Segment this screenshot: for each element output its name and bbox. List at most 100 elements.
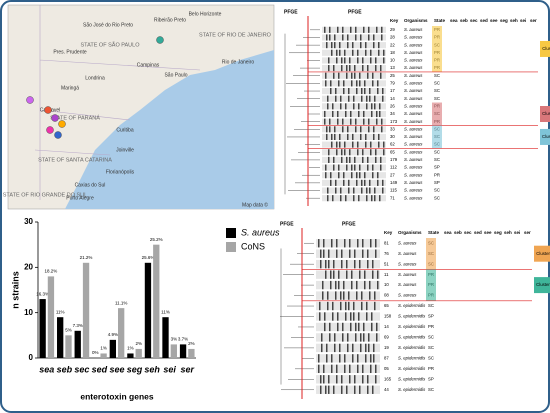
gel-band bbox=[336, 57, 338, 64]
gel-band bbox=[351, 80, 353, 87]
gel-band bbox=[345, 301, 347, 311]
gel-band bbox=[364, 280, 366, 290]
gel-lane bbox=[316, 259, 380, 269]
x-tick-label: sea bbox=[39, 364, 54, 374]
table-header: seb bbox=[460, 18, 468, 23]
table-cell: S. epidermidis bbox=[398, 376, 426, 381]
gel-band bbox=[383, 141, 385, 148]
gel-band bbox=[372, 72, 374, 79]
gel-band bbox=[334, 42, 336, 49]
cluster-box bbox=[426, 269, 436, 301]
table-header: seg bbox=[494, 230, 502, 235]
gel-band bbox=[331, 364, 333, 374]
gel-band bbox=[344, 141, 346, 148]
gel-band bbox=[368, 34, 370, 41]
gel-lane bbox=[316, 239, 380, 248]
gel-band bbox=[376, 110, 378, 118]
gel-band bbox=[323, 375, 325, 384]
gel-band bbox=[343, 291, 345, 300]
gel-band bbox=[334, 333, 336, 342]
gel-lane bbox=[316, 249, 380, 258]
bar bbox=[65, 335, 72, 358]
gel-band bbox=[369, 95, 371, 102]
gel-band bbox=[337, 110, 339, 118]
table-cell: 14 bbox=[384, 324, 389, 329]
table-cell: 22 bbox=[390, 42, 395, 47]
dendro-title: PFGE bbox=[280, 221, 294, 227]
gel-band bbox=[340, 291, 342, 300]
map-label: São Paulo bbox=[164, 72, 187, 78]
table-cell: SC bbox=[434, 195, 440, 200]
gel-band bbox=[336, 375, 338, 384]
table-cell: PR bbox=[428, 366, 434, 371]
gel-band bbox=[347, 343, 349, 353]
value-label: 11% bbox=[161, 309, 170, 314]
gel-band bbox=[321, 343, 323, 353]
gel-band bbox=[331, 49, 333, 56]
gel-band bbox=[326, 354, 328, 363]
gel-band bbox=[366, 187, 368, 194]
gel-band bbox=[325, 259, 327, 269]
gel-band bbox=[346, 385, 348, 394]
gel-band bbox=[360, 133, 362, 141]
gel-band bbox=[350, 26, 352, 33]
gel-band bbox=[339, 343, 341, 353]
gel-band bbox=[339, 354, 341, 363]
table-cell: S. aureus bbox=[404, 96, 423, 101]
gel-band bbox=[379, 195, 381, 202]
gel-band bbox=[336, 49, 338, 56]
gel-band bbox=[329, 333, 331, 342]
table-header: seb bbox=[454, 230, 462, 235]
map-label: Joinville bbox=[116, 147, 134, 153]
gel-band bbox=[361, 187, 363, 194]
gel-band bbox=[348, 179, 350, 186]
table-cell: S. aureus bbox=[398, 272, 417, 277]
gel-band bbox=[348, 95, 350, 102]
gel-band bbox=[324, 312, 326, 321]
table-cell: S. aureus bbox=[404, 180, 423, 185]
gel-band bbox=[355, 34, 357, 41]
gel-band bbox=[345, 110, 347, 118]
table-cell: 87 bbox=[384, 356, 389, 361]
gel-band bbox=[371, 195, 373, 202]
gel-band bbox=[375, 364, 377, 374]
gel-band bbox=[353, 187, 355, 194]
table-cell: 30 bbox=[390, 134, 395, 139]
table-cell: S. epidermidis bbox=[398, 356, 426, 361]
gel-band bbox=[320, 259, 322, 269]
gel-lane bbox=[322, 26, 386, 33]
table-cell: S. epidermidis bbox=[398, 366, 426, 371]
table-header: seh bbox=[510, 18, 518, 23]
value-label: 1% bbox=[127, 346, 134, 351]
gel-band bbox=[331, 141, 333, 148]
gel-band bbox=[350, 312, 352, 321]
gel-band bbox=[346, 65, 348, 72]
gel-band bbox=[363, 118, 365, 125]
bar bbox=[162, 317, 169, 358]
gel-band bbox=[383, 149, 385, 156]
table-cell: S. aureus bbox=[404, 58, 423, 63]
table-cell: SC bbox=[428, 303, 434, 308]
gel-band bbox=[358, 322, 360, 332]
gel-band bbox=[351, 270, 353, 279]
table-cell: 81 bbox=[384, 240, 389, 245]
bar bbox=[153, 244, 160, 358]
gel-band bbox=[356, 179, 358, 186]
table-cell: S. aureus bbox=[404, 111, 423, 116]
gel-band bbox=[365, 133, 367, 141]
gel-band bbox=[318, 239, 320, 248]
gel-band bbox=[349, 249, 351, 258]
table-header: Organisms bbox=[404, 18, 428, 23]
gel-band bbox=[342, 126, 344, 133]
gel-band bbox=[358, 195, 360, 202]
gel-band bbox=[372, 172, 374, 179]
table-cell: 71 bbox=[390, 195, 395, 200]
gel-band bbox=[357, 354, 359, 363]
gel-lane bbox=[322, 141, 386, 148]
gel-band bbox=[357, 149, 359, 156]
table-cell: S. aureus bbox=[404, 65, 423, 70]
gel-band bbox=[326, 126, 328, 133]
gel-band bbox=[354, 375, 356, 384]
gel-band bbox=[349, 65, 351, 72]
